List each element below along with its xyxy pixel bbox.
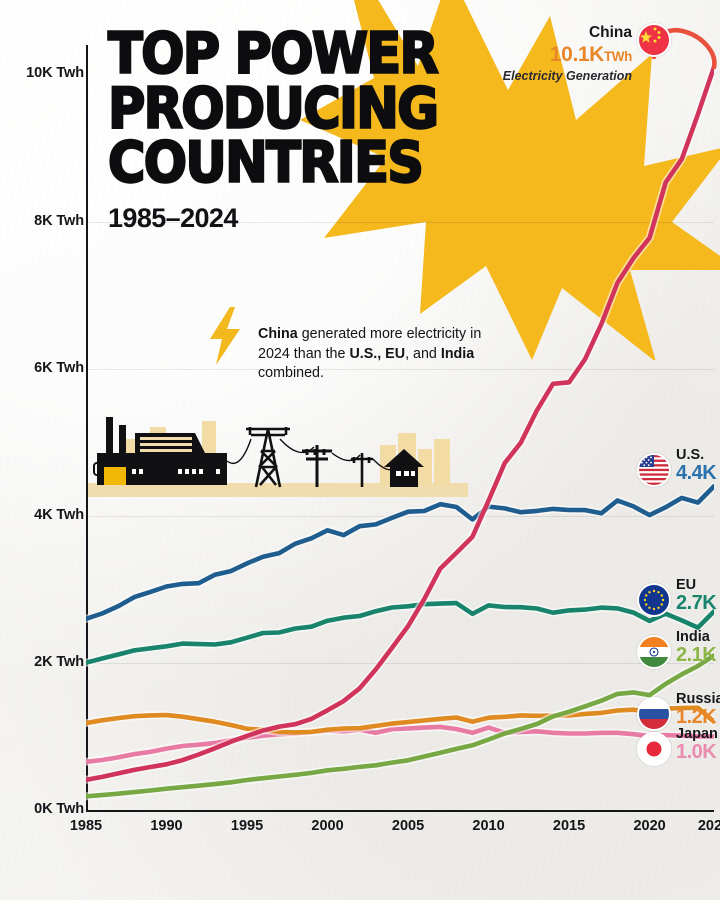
series-label-name: EU	[676, 577, 697, 593]
series-label-name: Japan	[676, 726, 718, 742]
gridline	[88, 221, 714, 223]
flag-icon-russia	[637, 697, 671, 731]
callout-emph-china: China	[258, 326, 298, 342]
callout-emph-us-eu: U.S., EU	[349, 345, 406, 362]
flag-icon-china	[637, 23, 671, 57]
y-axis-ticks: 0K Twh 2K Twh 4K Twh 6K Twh 8K Twh 10K Twh	[0, 0, 84, 900]
starburst-decoration	[300, 0, 720, 360]
series-label-russia: Russia 1.2K	[676, 691, 720, 729]
series-label-value: 1.2K	[676, 706, 717, 729]
x-axis-tick-label: 2015	[552, 818, 586, 834]
title-line-1: TOP POWER	[107, 21, 440, 87]
china-annotation: China 10.1KTWh Electricity Generation	[452, 24, 633, 83]
series-label-value: 4.4K	[676, 462, 717, 485]
series-line-china	[86, 64, 714, 783]
flag-icon-japan	[637, 732, 671, 766]
china-annotation-number: 10.1K	[549, 43, 604, 66]
series-line-eu	[86, 600, 714, 666]
series-line-halo	[86, 482, 714, 623]
x-axis-tick-label: 1985	[69, 818, 103, 834]
series-label-value: 2.7K	[676, 592, 717, 615]
y-axis-tick-label: 6K Twh	[34, 359, 84, 376]
lightning-bolt-icon	[210, 307, 240, 365]
x-axis-tick-label: 2010	[472, 818, 505, 834]
y-axis-tick-label: 10K Twh	[26, 65, 84, 82]
gridline	[88, 662, 714, 664]
y-axis-tick-label: 4K Twh	[34, 506, 84, 523]
gridline	[88, 368, 714, 370]
china-annotation-name: China	[588, 24, 632, 41]
title-subtitle: 1985–2024	[108, 202, 238, 233]
y-axis-line	[86, 45, 88, 812]
x-axis-tick-label: 2000	[311, 818, 344, 834]
x-axis-tick-label: 1995	[230, 818, 264, 834]
series-line-india	[86, 653, 714, 799]
line-chart-series	[86, 63, 714, 801]
series-label-us: U.S. 4.4K	[676, 447, 717, 485]
x-axis-tick-label: 2005	[391, 818, 425, 834]
callout-text-6: combined.	[258, 365, 324, 382]
china-annotation-caption: Electricity Generation	[502, 69, 632, 83]
series-line-halo	[86, 63, 714, 784]
x-axis-tick-label: 2024	[697, 818, 720, 834]
footer: VISUAL CAPITALIST EU's latest figure is …	[0, 845, 720, 900]
title-line-3: COUNTRIES	[107, 130, 425, 196]
series-label-name: Russia	[676, 691, 720, 707]
y-axis-tick-label: 2K Twh	[34, 653, 84, 670]
series-label-india: India 2.1K	[676, 629, 717, 667]
flag-icon-us	[637, 453, 671, 487]
flag-icon-eu	[637, 583, 671, 617]
series-line-japan	[86, 724, 714, 765]
page-title: TOP POWER PRODUCING COUNTRIES 1985–2024	[107, 25, 508, 234]
series-label-name: U.S.	[676, 447, 705, 463]
title-line-2: PRODUCING	[107, 75, 440, 141]
callout-emph-india: India	[440, 345, 475, 362]
series-label-value: 2.1K	[676, 644, 717, 667]
series-label-japan: Japan 1.0K	[676, 726, 718, 764]
china-annotation-unit: TWh	[603, 49, 632, 64]
flag-icon-india	[637, 635, 671, 669]
series-label-eu: EU 2.7K	[676, 577, 717, 615]
callout-text-4: , and	[405, 345, 441, 362]
y-axis-tick-label: 0K Twh	[34, 801, 84, 817]
callout-box: China generated more electricity in 2024…	[258, 325, 508, 384]
x-axis-tick-label: 1990	[150, 818, 183, 834]
series-label-value: 1.0K	[676, 741, 717, 764]
callout-text-2: generated more electricity in 2024 than …	[258, 326, 482, 362]
power-infrastructure-illustration	[88, 417, 468, 497]
china-annotation-value: 10.1KTWh	[452, 43, 632, 67]
callout-text: China generated more electricity in 2024…	[258, 325, 508, 384]
x-axis-tick-label: 2020	[633, 818, 666, 834]
x-axis-line	[86, 810, 714, 812]
y-axis-tick-label: 8K Twh	[34, 212, 84, 229]
series-line-us	[86, 483, 714, 622]
series-line-russia	[86, 705, 714, 735]
series-label-name: India	[676, 629, 710, 645]
